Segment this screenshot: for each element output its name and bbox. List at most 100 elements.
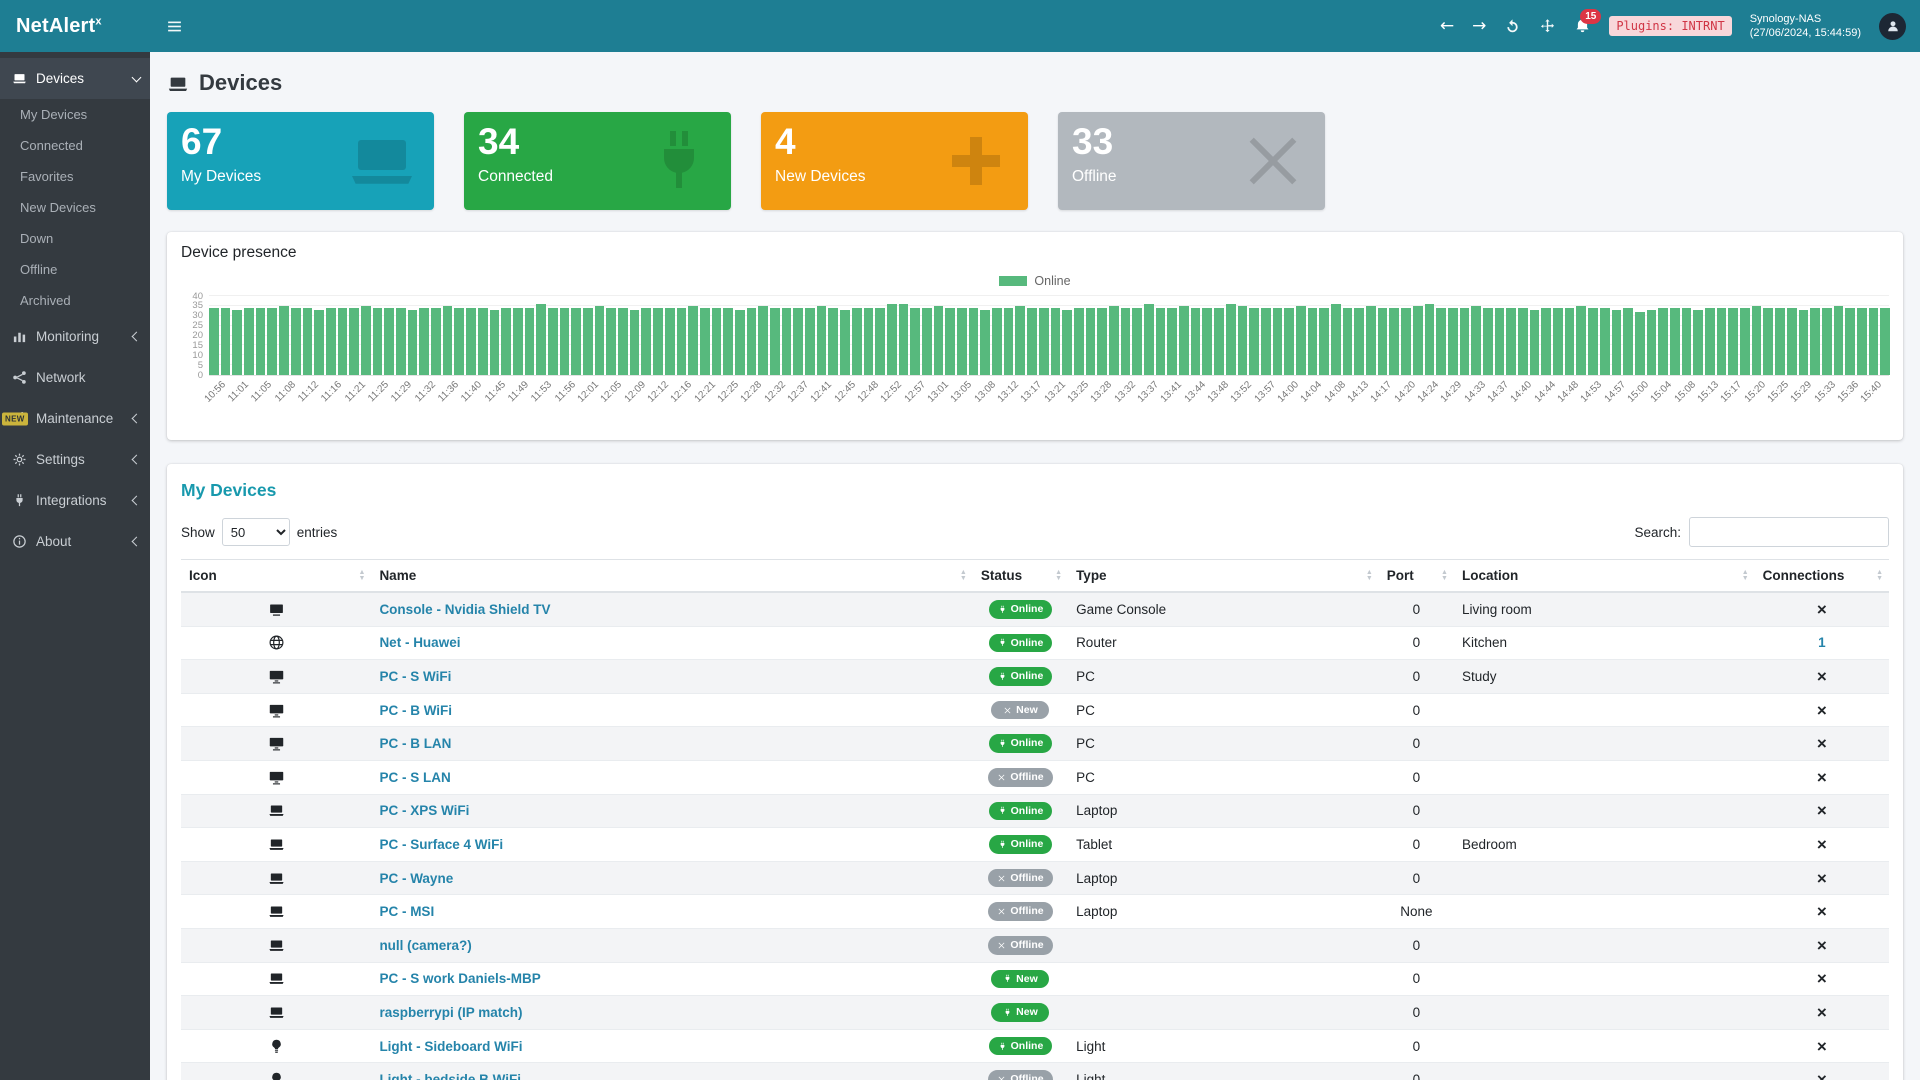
info-icon [13,535,26,548]
sidebar-item-integrations[interactable]: Integrations [0,480,150,521]
entries-select[interactable]: 50 [221,518,290,546]
device-name-link[interactable]: Light - bedside B WiFi [379,1072,522,1080]
sidebar-subitem-my-devices[interactable]: My Devices [20,107,88,122]
search-label: Search: [1634,524,1681,540]
laptop-icon [269,805,284,817]
sidebar-subitem-archived[interactable]: Archived [20,293,71,308]
device-name-link[interactable]: PC - B LAN [379,736,452,752]
device-row: Console - Nvidia Shield TV Online Game Con… [181,591,1889,627]
presence-bar [699,307,710,375]
unlink-button[interactable]: × [1816,666,1827,686]
col-header-name[interactable]: Name ▲ ▼ [371,559,973,593]
device-name-link[interactable]: PC - S WiFi [379,668,452,684]
sidebar-subitem-favorites[interactable]: Favorites [20,169,74,184]
unlink-button[interactable]: × [1816,767,1827,787]
desktop-icon [269,738,283,751]
presence-bar [1447,307,1458,375]
col-header-type[interactable]: Type ▲ ▼ [1068,559,1379,593]
move-button[interactable] [1539,18,1556,35]
device-status-cell: Offline [972,759,1069,795]
device-name-link[interactable]: Console - Nvidia Shield TV [379,601,551,617]
presence-bar [1167,307,1178,375]
unlink-button[interactable]: × [1816,700,1827,720]
x-axis-label: 13:44 [1182,379,1208,405]
device-name-cell: Light - bedside B WiFi [371,1062,973,1080]
top-header: NetAlertx ← → 15 Plugins: INTRNT Synolog… [0,0,1920,52]
device-icon-cell [181,625,372,660]
unlink-button[interactable]: × [1816,599,1827,619]
sidebar-subitem-connected[interactable]: Connected [20,138,83,153]
status-badge: Offline [988,1070,1053,1080]
status-badge: Offline [988,868,1053,888]
unlink-button[interactable]: × [1816,902,1827,922]
col-header-location[interactable]: Location ▲ ▼ [1453,559,1755,593]
unlink-button[interactable]: × [1816,969,1827,989]
presence-bar [1295,305,1306,375]
sidebar-item-about[interactable]: About [0,521,150,562]
chart-legend[interactable]: Online [181,274,1889,288]
summary-card-my-devices[interactable]: 67 My Devices [167,112,434,210]
presence-bar [1775,307,1785,375]
notifications-button[interactable]: 15 [1574,8,1602,35]
unlink-button[interactable]: × [1816,734,1827,754]
search-input[interactable] [1689,517,1889,547]
presence-bar [781,307,792,375]
sidebar-subitem-offline[interactable]: Offline [20,262,58,277]
sidebar-subitem-new-devices[interactable]: New Devices [20,200,96,215]
device-name-link[interactable]: Light - Sideboard WiFi [379,1038,523,1054]
device-name-link[interactable]: PC - S work Daniels-MBP [379,971,541,987]
brand-logo[interactable]: NetAlertx [0,15,150,38]
status-badge-label: Online [1010,670,1044,683]
plugins-status-badge[interactable]: Plugins: INTRNT [1609,16,1732,36]
device-name-link[interactable]: PC - S LAN [379,769,451,785]
summary-card-connected[interactable]: 34 Connected [464,112,731,210]
unlink-button[interactable]: × [1816,1070,1827,1080]
sidebar-item-settings[interactable]: Settings [0,439,150,480]
x-axis-label: 14:48 [1555,379,1582,405]
presence-bar [898,303,909,375]
back-button[interactable]: ← [1439,15,1455,36]
summary-card-new-devices[interactable]: 4 New Devices [761,112,1028,210]
sidebar-item-devices[interactable]: Devices [0,58,150,99]
presence-bar [1716,307,1727,375]
sidebar-item-maintenance[interactable]: Maintenance NEW [0,398,150,439]
col-header-icon[interactable]: Icon ▲ ▼ [181,559,372,593]
device-name-link[interactable]: null (camera?) [379,937,472,953]
col-header-status[interactable]: Status ▲ ▼ [972,559,1069,593]
status-badge: New [991,969,1050,989]
unlink-button[interactable]: × [1816,935,1827,955]
unlink-button[interactable]: × [1816,868,1827,888]
unlink-button[interactable]: × [1816,1002,1827,1022]
sidebar-item-monitoring[interactable]: Monitoring [0,316,150,357]
y-axis-label: 15 [192,339,203,351]
sort-up-arrow: ▲ [358,568,366,576]
sidebar-toggle-button[interactable] [166,18,183,35]
col-header-port[interactable]: Port ▲ ▼ [1378,559,1454,593]
forward-button[interactable]: → [1472,15,1487,36]
device-name-link[interactable]: PC - Surface 4 WiFi [379,836,504,852]
device-type-cell: Router [1068,625,1379,660]
sidebar-subitem-down[interactable]: Down [20,231,54,246]
device-name-link[interactable]: Net - Huawei [379,635,461,651]
presence-bar [1214,307,1224,375]
device-name-link[interactable]: PC - MSI [379,904,435,920]
unlink-button[interactable]: × [1816,1036,1827,1056]
unlink-button[interactable]: × [1816,801,1827,821]
device-name-link[interactable]: PC - XPS WiFi [379,803,470,819]
user-avatar[interactable] [1879,12,1906,40]
connections-link[interactable]: 1 [1818,635,1826,651]
status-badge-label: Online [1010,737,1044,750]
presence-bar [770,307,780,375]
device-name-link[interactable]: raspberrypi (IP match) [379,1004,523,1020]
refresh-button[interactable] [1504,18,1521,35]
presence-bar [337,307,348,375]
unlink-button[interactable]: × [1816,834,1827,854]
gridline [209,344,1889,346]
sidebar-item-network[interactable]: Network [0,357,150,398]
device-name-link[interactable]: PC - Wayne [379,870,454,886]
summary-card-offline[interactable]: 33 Offline [1058,112,1325,210]
entries-label: entries [296,524,338,540]
col-header-connections[interactable]: Connections ▲ ▼ [1754,559,1889,593]
summary-card-label: Offline [1072,167,1117,185]
device-name-link[interactable]: PC - B WiFi [379,702,453,718]
